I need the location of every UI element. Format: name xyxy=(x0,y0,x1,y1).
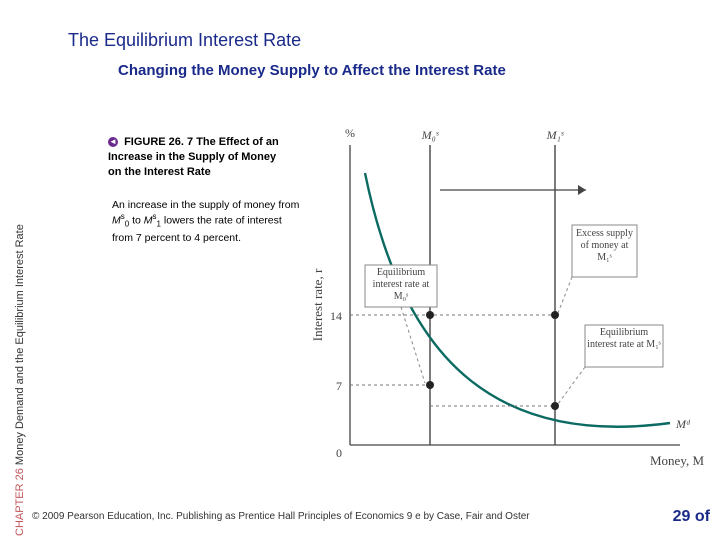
y-axis-label: Interest rate, r xyxy=(310,268,325,341)
page-number: 29 of xyxy=(673,508,710,526)
figure-body: An increase in the supply of money from … xyxy=(112,198,302,245)
origin-label: 0 xyxy=(336,446,342,460)
tick-7: 7 xyxy=(336,379,342,393)
eq1-box: Equilibrium interest rate at M₁ˢ xyxy=(558,325,663,404)
figure-label: FIGURE 26. 7 xyxy=(124,136,193,148)
chart: % Interest rate, r 14 7 0 Money, M M₀ˢ M… xyxy=(310,125,710,480)
chapter-number: CHAPTER 26 xyxy=(14,468,26,536)
chapter-title: Money Demand and the Equilibrium Interes… xyxy=(14,224,26,468)
md-label: Mᵈ xyxy=(675,417,691,431)
body-a: An increase in the supply of money from xyxy=(112,199,299,211)
ms1-label: M₁ˢ xyxy=(546,128,564,142)
figure-caption: ◄ FIGURE 26. 7 The Effect of an Increase… xyxy=(108,135,284,180)
sidebar-label: CHAPTER 26 Money Demand and the Equilibr… xyxy=(14,36,26,536)
x-axis-label: Money, M xyxy=(650,453,704,468)
tick-14: 14 xyxy=(330,309,342,323)
page-title: The Equilibrium Interest Rate xyxy=(68,30,301,51)
eq0-box: Equilibrium interest rate at M₀ˢ xyxy=(365,265,437,383)
bullet-icon: ◄ xyxy=(108,137,118,147)
ms0-label: M₀ˢ xyxy=(421,128,439,142)
body-b: to xyxy=(129,215,144,227)
page-subtitle: Changing the Money Supply to Affect the … xyxy=(118,62,506,79)
y-top: % xyxy=(345,126,355,140)
copyright: © 2009 Pearson Education, Inc. Publishin… xyxy=(32,511,530,522)
excess-box: Excess supply of money at M₁ˢ xyxy=(558,225,637,313)
